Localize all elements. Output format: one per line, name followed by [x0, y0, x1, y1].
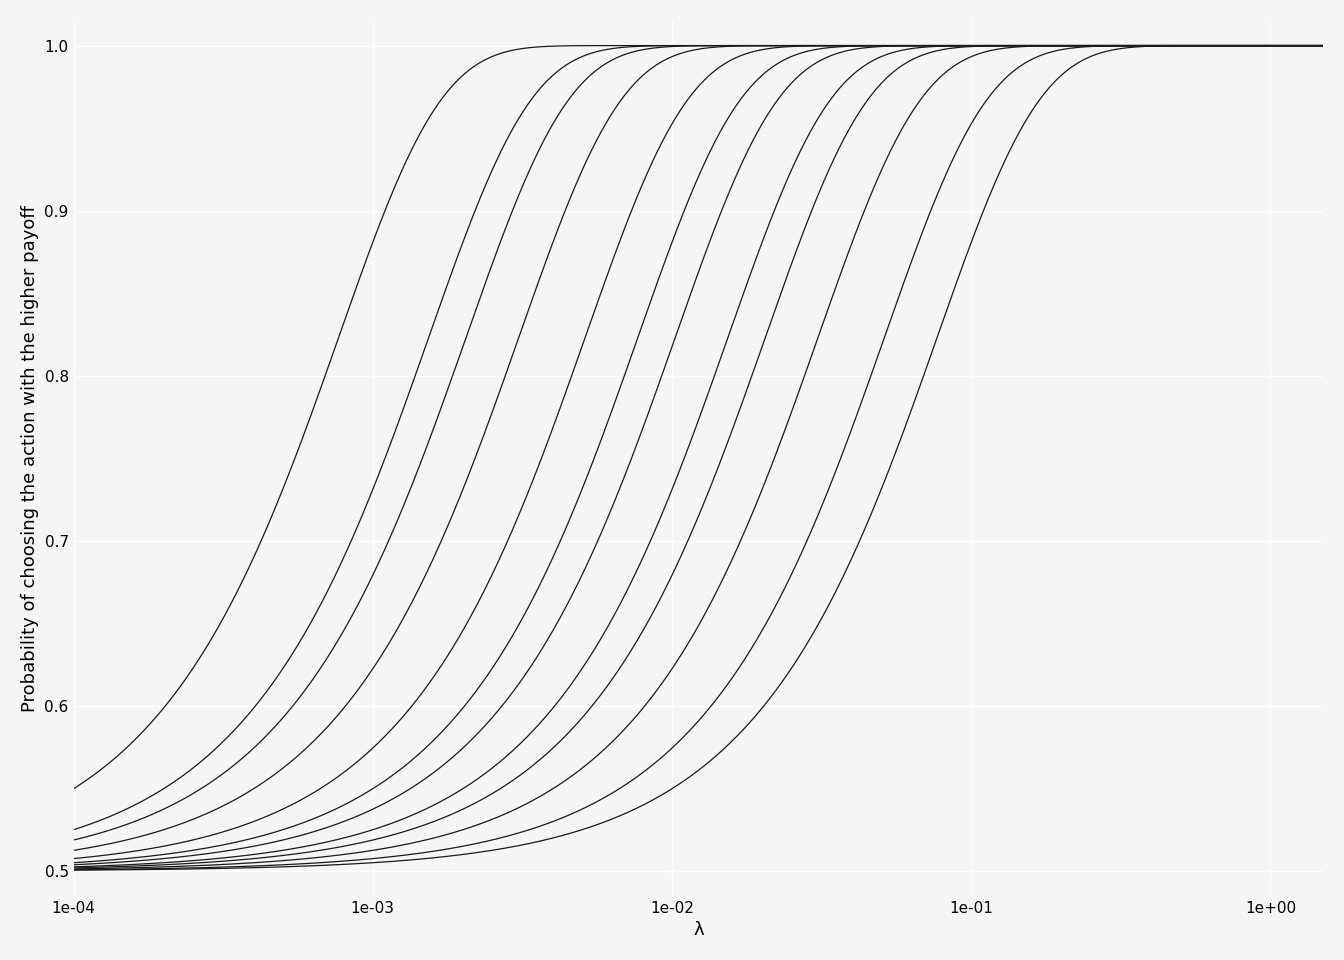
Y-axis label: Probability of choosing the action with the higher payoff: Probability of choosing the action with …	[22, 204, 39, 711]
X-axis label: λ: λ	[694, 922, 704, 939]
